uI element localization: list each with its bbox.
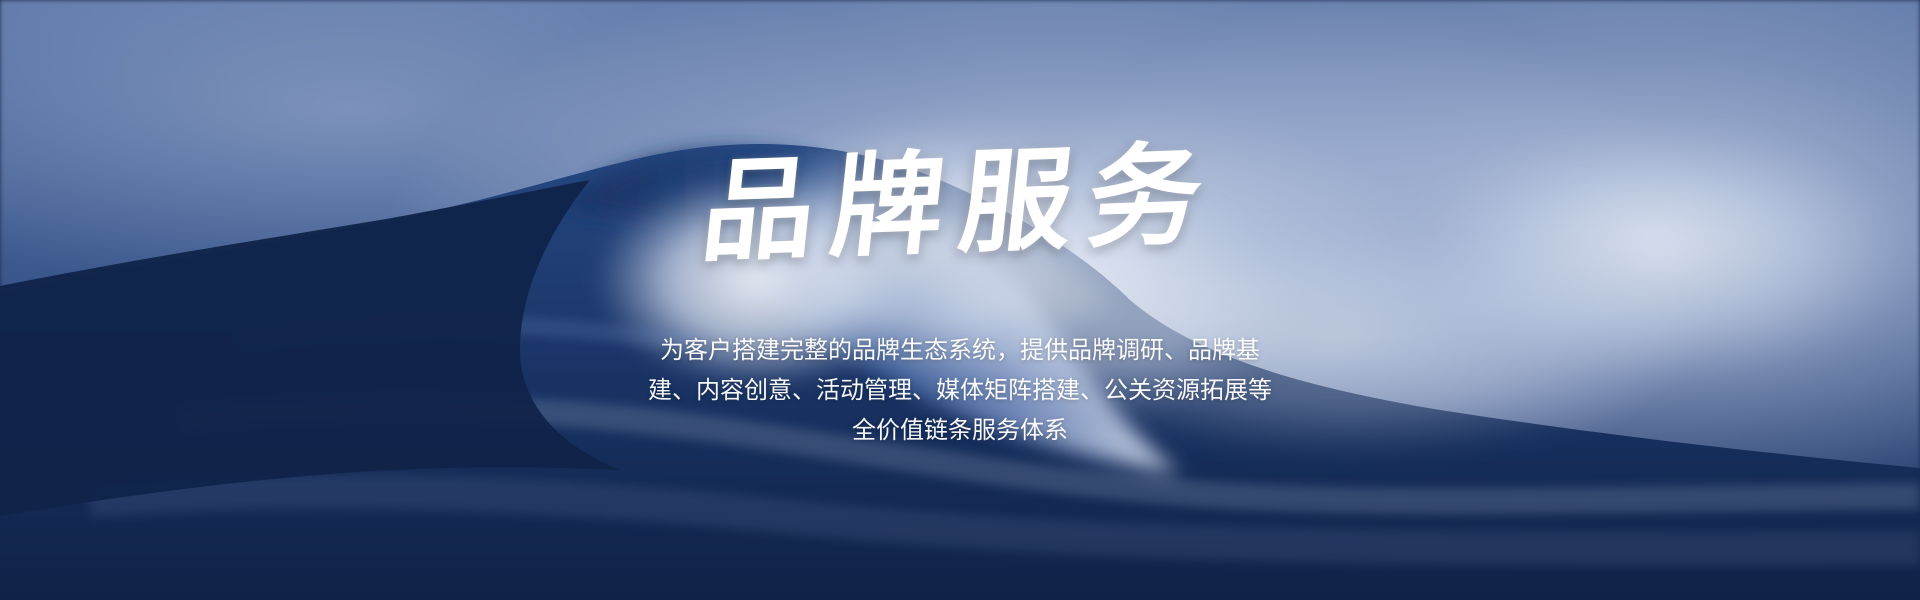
- description-line-1: 为客户搭建完整的品牌生态系统，提供品牌调研、品牌基: [660, 336, 1260, 364]
- wave-dark-foreground: [0, 180, 620, 516]
- service-description: 为客户搭建完整的品牌生态系统，提供品牌调研、品牌基 建、内容创意、活动管理、媒体…: [590, 330, 1330, 450]
- description-line-3: 全价值链条服务体系: [852, 416, 1068, 444]
- description-line-2: 建、内容创意、活动管理、媒体矩阵搭建、公关资源拓展等: [648, 376, 1272, 404]
- wave-foam-spray: [595, 120, 1920, 460]
- page-title: 品牌服务: [696, 129, 1225, 278]
